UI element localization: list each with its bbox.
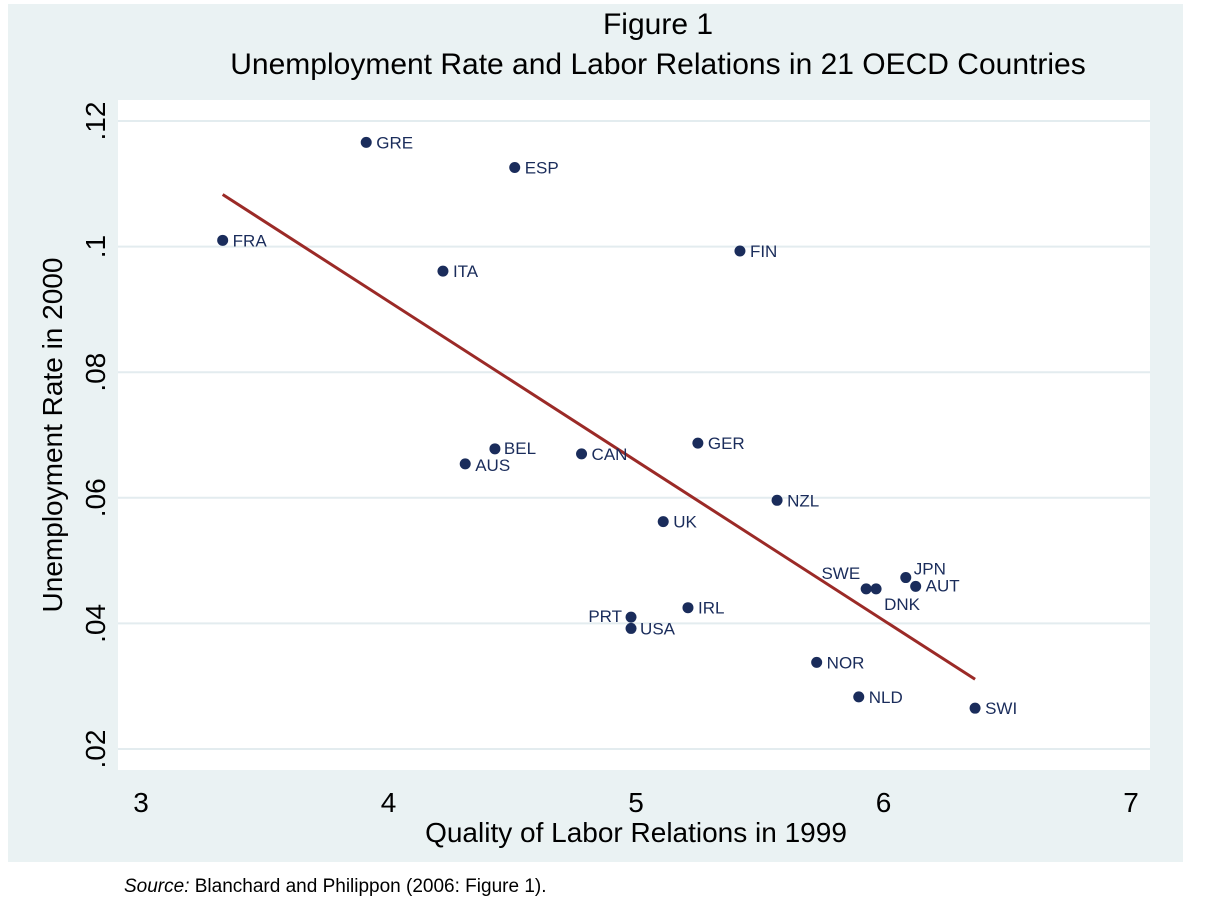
x-tick-label: 3 bbox=[133, 787, 149, 818]
point-label: FIN bbox=[750, 242, 777, 261]
data-point bbox=[910, 580, 922, 592]
y-tick-label: .1 bbox=[80, 235, 111, 258]
source-note: Source: Blanchard and Philippon (2006: F… bbox=[124, 876, 547, 898]
y-tick-label: .06 bbox=[80, 478, 111, 517]
data-point bbox=[459, 458, 471, 470]
data-point bbox=[853, 691, 865, 703]
data-point bbox=[576, 448, 588, 460]
data-point bbox=[489, 443, 501, 455]
x-tick-label: 6 bbox=[876, 787, 892, 818]
point-label: SWE bbox=[821, 564, 860, 583]
point-label: FRA bbox=[233, 231, 268, 250]
point-label: NLD bbox=[869, 688, 903, 707]
point-label: CAN bbox=[592, 445, 628, 464]
x-tick-label: 4 bbox=[381, 787, 397, 818]
point-label: SWI bbox=[985, 699, 1017, 718]
point-label: JPN bbox=[914, 560, 946, 579]
point-label: GRE bbox=[376, 133, 413, 152]
data-point bbox=[860, 583, 872, 595]
data-point bbox=[734, 245, 746, 257]
point-label: GER bbox=[708, 434, 745, 453]
data-point bbox=[870, 583, 882, 595]
x-axis-label: Quality of Labor Relations in 1999 bbox=[425, 817, 847, 848]
data-point bbox=[657, 516, 669, 528]
y-tick-label: .02 bbox=[80, 730, 111, 769]
y-axis-label: Unemployment Rate in 2000 bbox=[37, 258, 68, 613]
point-label: ESP bbox=[525, 158, 559, 177]
point-label: USA bbox=[640, 619, 676, 638]
point-label: ITA bbox=[453, 262, 479, 281]
data-point bbox=[900, 572, 912, 584]
point-label: NZL bbox=[787, 491, 819, 510]
data-point bbox=[217, 234, 229, 246]
data-point bbox=[969, 702, 981, 714]
y-tick-label: .12 bbox=[80, 102, 111, 141]
point-label: PRT bbox=[588, 607, 622, 626]
point-label: DNK bbox=[884, 595, 921, 614]
data-point bbox=[625, 611, 637, 623]
data-point bbox=[682, 602, 694, 614]
plot-area bbox=[118, 100, 1150, 770]
data-point bbox=[509, 161, 521, 173]
data-point bbox=[771, 494, 783, 506]
fit-line bbox=[221, 193, 976, 681]
data-point bbox=[437, 265, 449, 277]
chart-subtitle: Unemployment Rate and Labor Relations in… bbox=[230, 48, 1086, 81]
point-label: AUS bbox=[475, 456, 510, 475]
y-tick-label: .08 bbox=[80, 353, 111, 392]
data-point bbox=[360, 136, 372, 148]
data-point bbox=[692, 437, 704, 449]
source-text: Blanchard and Philippon (2006: Figure 1)… bbox=[189, 876, 547, 897]
point-label: NOR bbox=[827, 653, 865, 672]
point-label: AUT bbox=[926, 576, 960, 595]
point-label: BEL bbox=[504, 439, 536, 458]
y-tick-label: .04 bbox=[80, 604, 111, 643]
source-prefix: Source: bbox=[124, 876, 190, 897]
x-tick-label: 7 bbox=[1123, 787, 1139, 818]
chart-title: Figure 1 bbox=[602, 8, 714, 41]
x-tick-label: 5 bbox=[628, 787, 644, 818]
point-label: IRL bbox=[698, 599, 724, 618]
point-label: UK bbox=[673, 513, 697, 532]
data-point bbox=[625, 622, 637, 634]
data-point bbox=[811, 656, 823, 668]
